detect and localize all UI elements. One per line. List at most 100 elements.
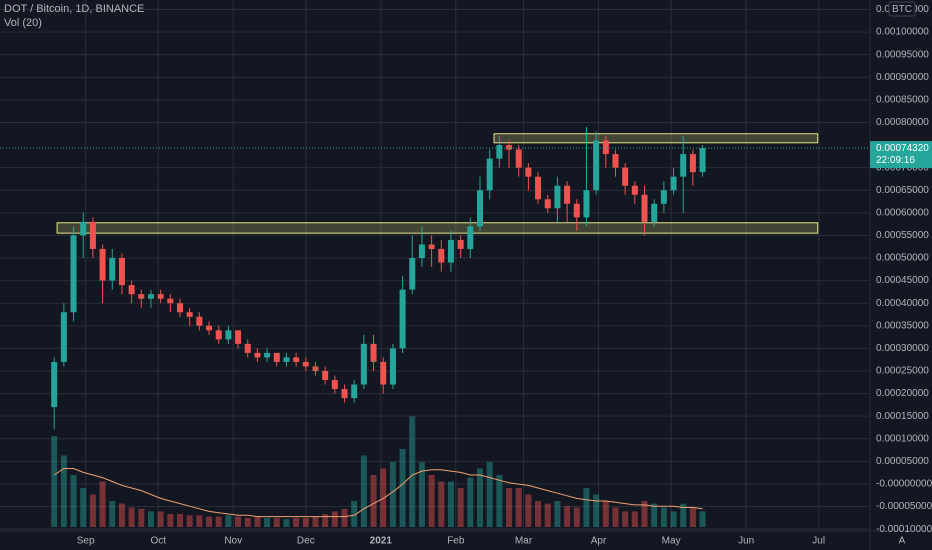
y-tick-label: 0.00040000 — [876, 298, 929, 309]
scale-mode[interactable]: A — [899, 536, 906, 547]
candle-body — [447, 239, 454, 263]
volume-bar — [225, 515, 232, 527]
price-zone — [56, 222, 819, 234]
y-tick-label: 0.00015000 — [876, 411, 929, 422]
volume-bar — [602, 501, 609, 527]
y-tick-label: 0.00045000 — [876, 275, 929, 286]
candle-body — [380, 361, 387, 385]
candle-body — [418, 244, 425, 259]
candle-body — [496, 145, 503, 159]
candle-body — [622, 167, 629, 186]
candle-body — [389, 348, 396, 385]
volume-bar — [554, 501, 561, 527]
y-tick-label: -0.00005000 — [876, 501, 932, 512]
y-tick-label: 0.00065000 — [876, 185, 929, 196]
volume-bar — [438, 481, 445, 527]
volume-bar — [196, 515, 203, 527]
volume-bar — [622, 511, 629, 527]
volume-bar — [80, 488, 87, 527]
volume-bar — [128, 507, 135, 527]
candle-body — [264, 352, 271, 358]
volume-bar — [118, 503, 125, 527]
candle-body — [51, 361, 58, 408]
x-tick-label: Apr — [591, 536, 607, 547]
currency-label: BTC — [892, 4, 912, 15]
y-tick-label: 0.00035000 — [876, 320, 929, 331]
candle-body — [593, 140, 600, 191]
x-tick-label: Jun — [738, 536, 754, 547]
candle-body — [60, 312, 67, 362]
candle-body — [70, 235, 77, 313]
currency-badge[interactable] — [888, 1, 916, 17]
candle-body — [544, 199, 551, 209]
volume-bar — [109, 501, 116, 527]
volume-bar — [612, 507, 619, 527]
candle-body — [157, 294, 164, 299]
candle-body — [602, 140, 609, 155]
volume-bar — [467, 477, 474, 527]
y-tick-label: 0.00025000 — [876, 366, 929, 377]
volume-bar — [641, 501, 648, 527]
volume-bar — [447, 481, 454, 527]
volume-bar — [680, 503, 687, 527]
volume-bar — [273, 517, 280, 527]
grid — [0, 0, 870, 531]
candle-body — [660, 190, 667, 204]
candle-body — [331, 380, 338, 390]
countdown-label: 22:09:16 — [876, 155, 915, 166]
candle-body — [273, 352, 280, 362]
candle-body — [302, 361, 309, 367]
candle-body — [244, 343, 251, 353]
volume-bar — [215, 516, 222, 527]
volume-bar — [206, 516, 213, 527]
volume-bar — [506, 488, 513, 527]
volume-bar — [399, 449, 406, 527]
candle-body — [409, 258, 416, 290]
volume-bar — [699, 511, 706, 527]
volume-bar — [157, 511, 164, 527]
candle-body — [186, 312, 193, 317]
candle-body — [312, 366, 319, 371]
y-tick-label: 0.00060000 — [876, 207, 929, 218]
x-tick-label: May — [662, 536, 681, 547]
x-tick-label: Dec — [297, 536, 315, 547]
candle-body — [293, 357, 300, 362]
volume-bar — [264, 517, 271, 527]
volume-bar — [457, 488, 464, 527]
candle-body — [167, 298, 174, 304]
x-tick-label: Sep — [77, 536, 95, 547]
candle-body — [118, 258, 125, 286]
candle-body — [457, 239, 464, 249]
plot — [0, 126, 870, 527]
candle-body — [99, 248, 106, 281]
volume-bar — [515, 488, 522, 527]
price-zone — [493, 133, 819, 144]
candle-body — [680, 154, 687, 177]
candle-body — [80, 221, 87, 236]
x-tick-label: Oct — [150, 536, 166, 547]
candle-body — [438, 248, 445, 263]
volume-bar — [254, 516, 261, 527]
candle-body — [370, 343, 377, 362]
volume-bar — [186, 515, 193, 527]
y-tick-label: 0.00005000 — [876, 456, 929, 467]
volume-bar — [99, 481, 106, 527]
y-tick-label: 0.00095000 — [876, 49, 929, 60]
volume-bar — [651, 503, 658, 527]
x-tick-label: Jul — [812, 536, 825, 547]
volume-bar — [360, 455, 367, 527]
volume-bar — [235, 516, 242, 527]
volume-bar — [631, 511, 638, 527]
candle-body — [699, 148, 706, 173]
candle-body — [554, 185, 561, 209]
candle-body — [89, 221, 96, 249]
candle-body — [486, 158, 493, 191]
candle-body — [525, 167, 532, 177]
volume-bar — [409, 416, 416, 527]
volume-bar — [147, 511, 154, 527]
candle-body — [341, 389, 348, 399]
candle-body — [147, 294, 154, 299]
y-tick-label: 0.00050000 — [876, 253, 929, 264]
y-tick-label: -0.00000000 — [876, 479, 932, 490]
candle-body — [225, 330, 232, 340]
